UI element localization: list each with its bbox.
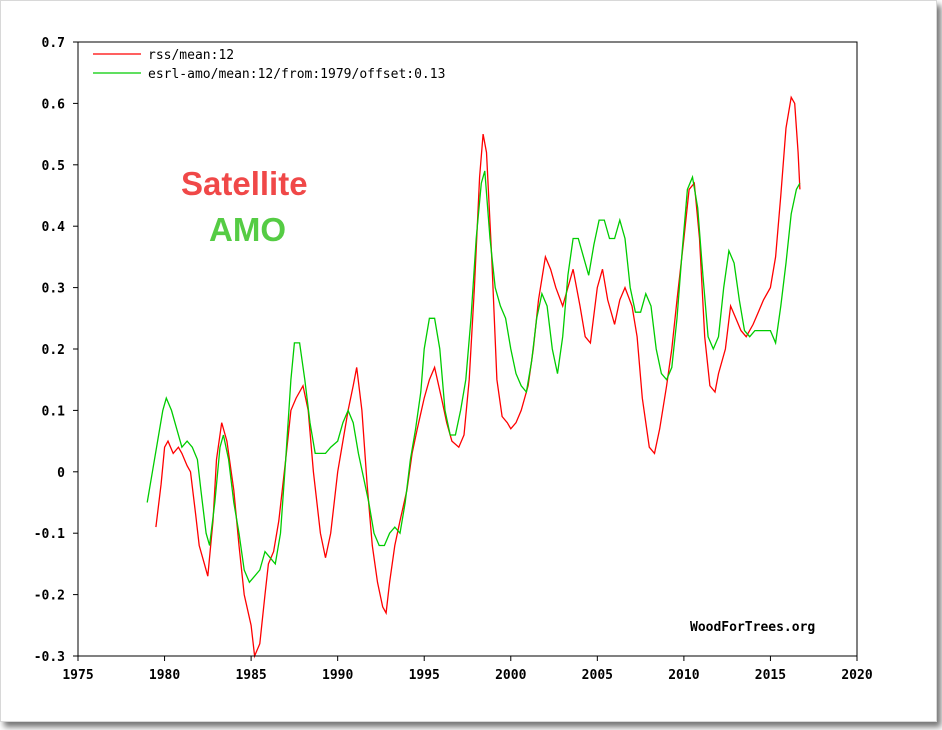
y-tick-label: -0.2 xyxy=(34,589,65,604)
series-lines xyxy=(146,95,801,659)
x-tick-label: 1990 xyxy=(322,668,353,683)
x-tick-label: 1980 xyxy=(149,668,180,683)
y-tick-label: -0.3 xyxy=(34,650,65,665)
y-tick-label: -0.1 xyxy=(34,527,65,542)
line-chart: 1975 1980 1985 1990 1995 2000 2005 2010 2015 2020… xyxy=(34,36,873,683)
plot-area-border xyxy=(77,41,858,657)
legend: rss/mean:12 esrl-amo/mean:12/from:1979/of… xyxy=(93,48,445,82)
series-line-2 xyxy=(146,170,801,584)
y-tick-label: 0.1 xyxy=(42,404,66,419)
x-tick-label: 1995 xyxy=(409,668,440,683)
y-tick-label: 0.2 xyxy=(42,343,65,358)
y-tick-label: 0.7 xyxy=(42,36,65,51)
annotations: Satellite AMO xyxy=(180,164,309,249)
x-tick-label: 1985 xyxy=(235,668,266,683)
annotation-label: Satellite xyxy=(181,165,308,202)
annotation-label: AMO xyxy=(209,211,286,248)
y-tick-label: 0.5 xyxy=(42,159,65,174)
x-tick-label: 1975 xyxy=(62,668,93,683)
x-tick-label: 2005 xyxy=(582,668,613,683)
y-tick-label: 0.3 xyxy=(42,282,65,297)
series-line-1 xyxy=(155,95,801,659)
x-tick-label: 2020 xyxy=(841,668,872,683)
axis-ticks: 1975 1980 1985 1990 1995 2000 2005 2010 2015 2020… xyxy=(34,36,873,683)
y-tick-label: 0 xyxy=(57,466,65,481)
watermark-text: WoodForTrees.org xyxy=(690,620,815,635)
y-tick-label: 0.6 xyxy=(42,97,66,112)
y-tick-label: 0.4 xyxy=(42,220,66,235)
x-tick-label: 2015 xyxy=(755,668,786,683)
legend-label: esrl-amo/mean:12/from:1979/offset:0.13 xyxy=(148,67,445,82)
legend-label: rss/mean:12 xyxy=(148,48,234,63)
x-tick-label: 2000 xyxy=(495,668,526,683)
x-tick-label: 2010 xyxy=(668,668,699,683)
